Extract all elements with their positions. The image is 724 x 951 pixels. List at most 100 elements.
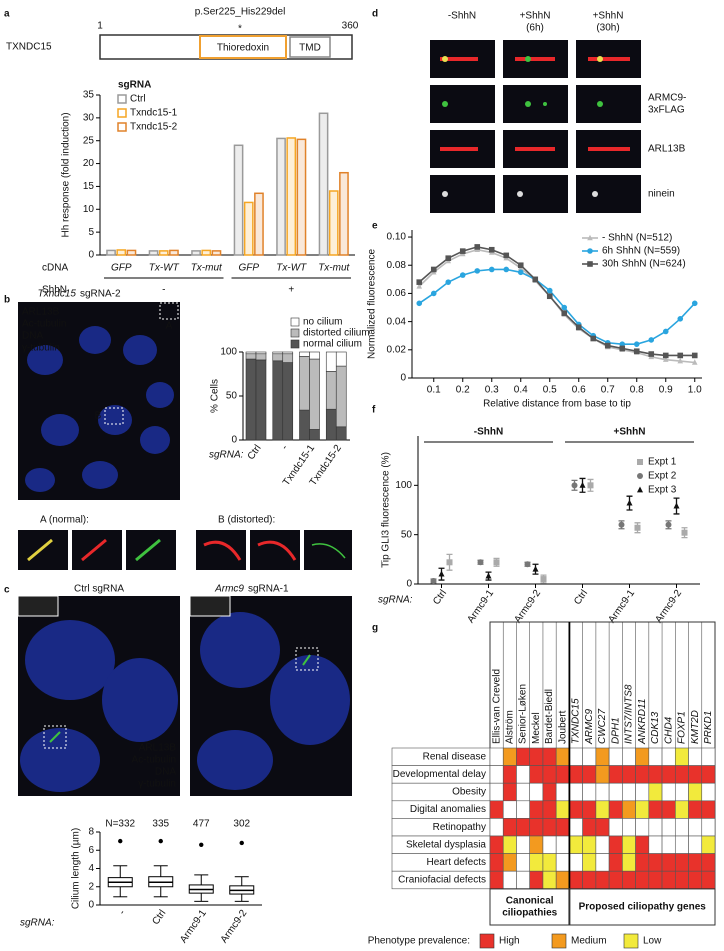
x-title: ShhN: [42, 285, 67, 296]
cell: [516, 765, 531, 784]
bar: [339, 171, 349, 256]
cell: [595, 853, 610, 872]
column-header: Joubert: [557, 710, 568, 744]
y-tick-label: 100: [220, 347, 237, 358]
residue-label: 360: [342, 21, 359, 32]
cell: [608, 818, 623, 837]
legend-label: 6h ShhN (N=559): [602, 246, 680, 257]
cell: [569, 818, 583, 837]
cell: [635, 870, 650, 890]
y-tick-label: 8: [88, 827, 94, 838]
cell: [502, 853, 517, 872]
domain: [289, 36, 331, 58]
x-axis-label: Relative distance from base to tip: [483, 399, 631, 410]
marker: [430, 266, 437, 273]
roi-box: [104, 407, 124, 425]
cell: [648, 747, 663, 766]
marker: [474, 268, 481, 274]
marker: [575, 324, 582, 331]
cell: [595, 835, 610, 854]
cell: [622, 800, 636, 819]
marker: [626, 499, 633, 506]
cell: [635, 800, 650, 819]
bar-segment: [309, 351, 320, 360]
row-label: Renal disease: [423, 751, 487, 762]
marker: [546, 293, 553, 300]
column-header: TXNDC15: [571, 698, 582, 744]
row-label: Obesity: [452, 787, 486, 798]
residue-label: 1: [97, 21, 103, 32]
cell: [529, 870, 544, 890]
y-tick-label: 30: [83, 112, 95, 123]
row-label: Heart defects: [427, 857, 486, 868]
cell: [516, 747, 531, 766]
cell: [608, 800, 623, 819]
x-tick-label: Tx-WT: [149, 263, 180, 274]
cell: [502, 870, 517, 890]
cell: [648, 800, 663, 819]
column-header: INTS7/INTS8: [624, 684, 635, 744]
outlier: [239, 840, 244, 846]
micrograph-title: sgRNA-2: [80, 289, 121, 300]
bar: [191, 250, 201, 256]
cell: [489, 853, 504, 872]
bar-segment: [272, 360, 284, 441]
y-tick-label: 6: [88, 845, 94, 856]
column-header: Ellis-van Creveld: [491, 669, 502, 744]
bar-segment: [299, 356, 310, 411]
cell: [502, 782, 517, 802]
marker: [430, 290, 437, 297]
column-header: ARMC9: [584, 709, 595, 745]
y-tick-label: 35: [83, 90, 95, 101]
y-tick-label: 0: [400, 373, 406, 384]
cell: [502, 835, 517, 854]
marker: [416, 283, 423, 289]
bar: [158, 250, 169, 256]
cell: [595, 765, 610, 784]
x-tick-label: 0.8: [630, 385, 644, 396]
bar: [201, 249, 212, 256]
cell: [701, 747, 716, 766]
column-header: Alström: [504, 710, 515, 744]
y-tick-label: 0.04: [387, 316, 407, 327]
bar-segment: [335, 426, 347, 441]
marker: [691, 300, 698, 307]
group-label: -ShhN: [474, 427, 503, 438]
bar-segment: [255, 351, 267, 355]
bar: [296, 138, 307, 256]
cell: [542, 835, 557, 854]
marker: [681, 529, 688, 536]
cell: [688, 818, 703, 837]
cell: [542, 747, 557, 766]
cell: [661, 870, 676, 890]
y-tick-label: 4: [88, 863, 94, 874]
y-tick-label: 0.08: [387, 260, 407, 271]
y-tick-label: 50: [226, 391, 238, 402]
y-tick-label: 0.06: [387, 288, 407, 299]
group-label: Proposed ciliopathy genes: [579, 902, 707, 913]
cell: [595, 818, 610, 837]
legend-label: Low: [643, 936, 662, 947]
group-label: -: [162, 285, 165, 296]
cell: [635, 782, 650, 802]
bar: [318, 112, 329, 256]
cell: [622, 782, 636, 802]
bar-segment: [299, 409, 310, 441]
x-tick-label: Tx-mut: [318, 263, 350, 274]
cell: [555, 782, 570, 802]
cell: [516, 800, 531, 819]
legend-label: Expt 1: [648, 457, 677, 468]
series-line: [418, 268, 696, 345]
bar-segment: [309, 358, 320, 430]
x-tick-label: Tx-WT: [276, 263, 307, 274]
panel-label: a: [4, 9, 10, 20]
cell: [582, 765, 597, 784]
cell: [555, 800, 570, 819]
cell: [569, 870, 583, 890]
marker: [438, 570, 445, 577]
cell: [595, 782, 610, 802]
group-label: +ShhN: [614, 427, 646, 438]
mutation-mark: *: [238, 24, 242, 35]
marker: [571, 482, 578, 489]
cell: [648, 818, 663, 837]
